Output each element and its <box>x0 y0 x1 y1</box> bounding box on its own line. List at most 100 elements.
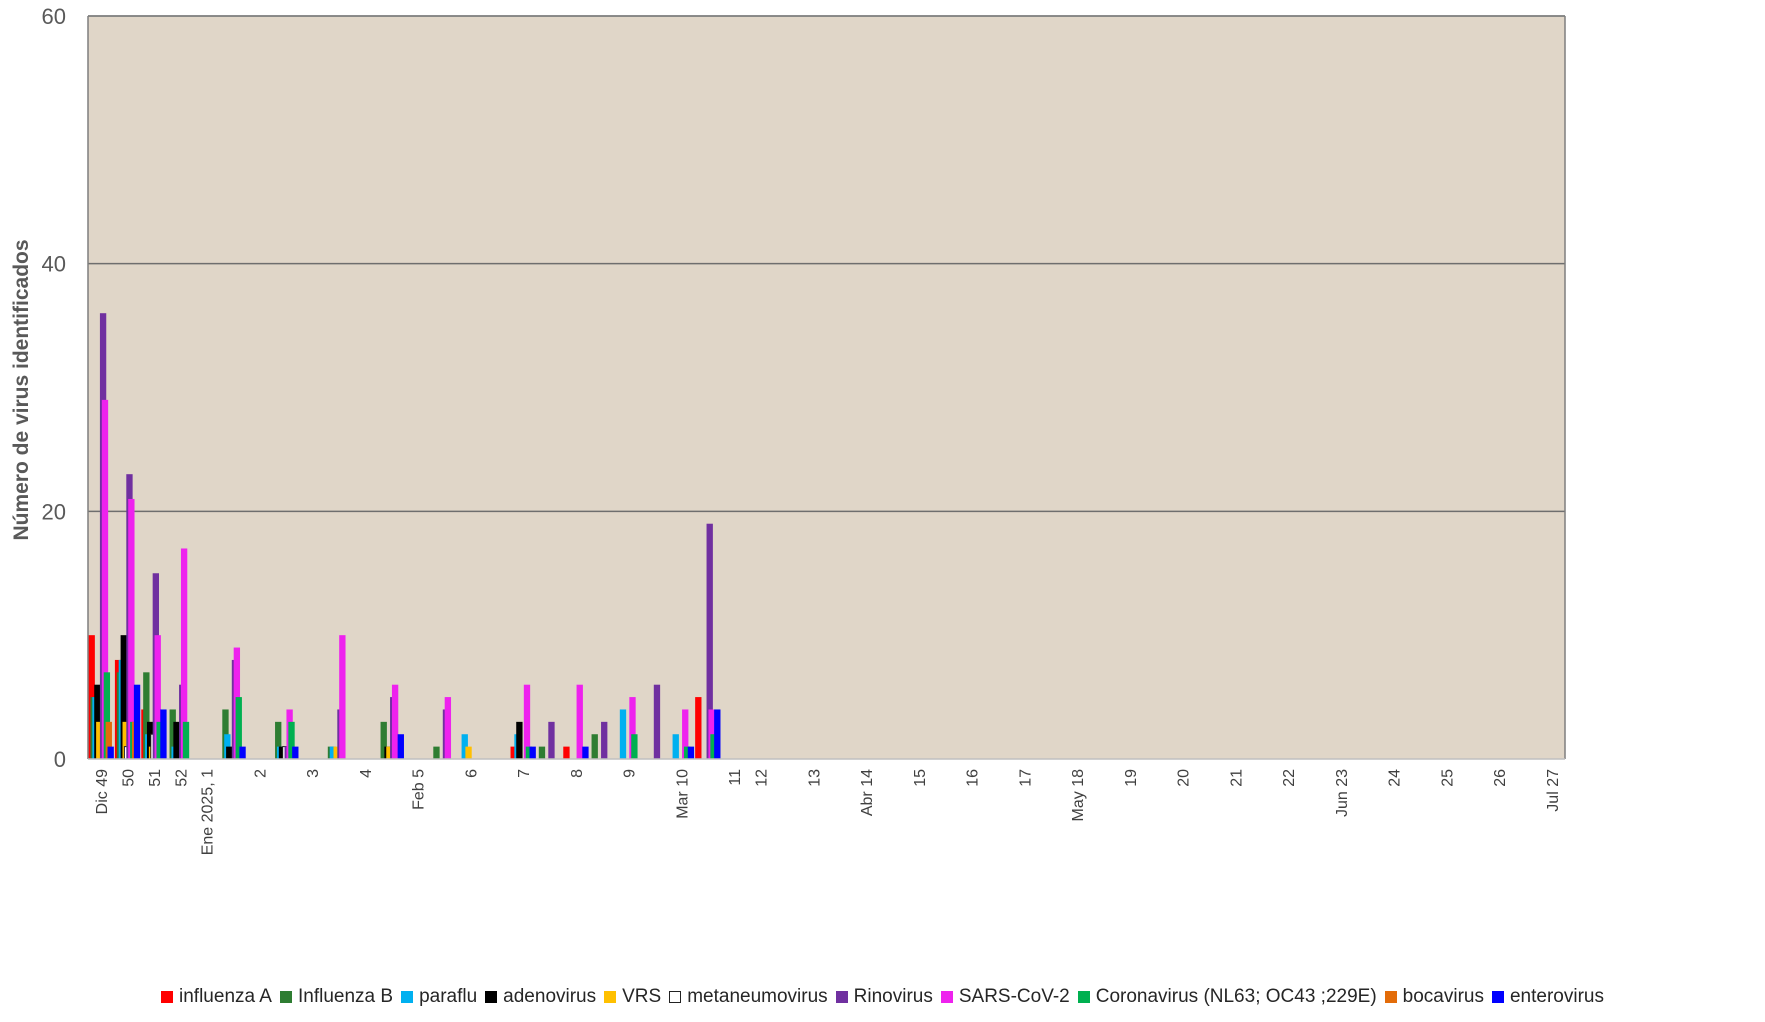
legend-label: VRS <box>622 986 662 1007</box>
legend-label: Influenza B <box>297 986 394 1007</box>
bar <box>180 548 188 759</box>
bar <box>461 734 468 759</box>
x-tick-label: 11 <box>727 769 744 786</box>
bar <box>631 734 638 759</box>
x-tick-label: Jul 27 <box>1545 769 1562 812</box>
legend-label: influenza A <box>179 986 272 1007</box>
bar <box>156 721 163 759</box>
x-tick-label: 2 <box>252 769 269 778</box>
legend-label: enterovirus <box>1509 986 1604 1007</box>
bar <box>548 721 555 759</box>
bar <box>529 746 536 759</box>
bar <box>576 684 583 759</box>
legend-label: SARS-CoV-2 <box>958 986 1070 1007</box>
bar <box>96 721 103 759</box>
legend-label: Coronavirus (NL63; OC43 ;229E) <box>1095 986 1377 1007</box>
bar <box>146 721 154 759</box>
legend-item: enterovirus <box>1491 986 1604 1008</box>
bar <box>444 697 452 759</box>
x-tick-label: 26 <box>1492 769 1509 787</box>
bar <box>128 498 135 759</box>
legend-item: Rinovirus <box>835 986 933 1008</box>
x-tick-label: 15 <box>912 769 929 787</box>
legend-item: SARS-CoV-2 <box>940 986 1070 1008</box>
x-tick-label: 8 <box>569 769 586 778</box>
y-tick-label: 40 <box>42 252 66 277</box>
x-tick-label: Abr 14 <box>859 769 876 816</box>
x-tick-label: 9 <box>622 769 639 778</box>
bar <box>397 734 404 759</box>
x-tick-label: 51 <box>147 769 164 787</box>
bar <box>173 721 180 759</box>
legend-item: metaneumovirus <box>669 986 828 1008</box>
legend-swatch <box>1384 991 1397 1003</box>
bar <box>101 399 109 759</box>
bar <box>182 721 190 759</box>
bar <box>391 684 399 759</box>
bar <box>714 709 721 759</box>
legend-swatch <box>1491 991 1504 1003</box>
x-tick-label: 19 <box>1123 769 1140 787</box>
x-tick-label: 13 <box>806 769 823 787</box>
bar <box>226 746 233 759</box>
x-tick-label: 52 <box>173 769 190 787</box>
bar <box>288 721 295 759</box>
legend-label: paraflu <box>419 986 478 1007</box>
legend-swatch <box>835 991 848 1003</box>
bar <box>695 697 702 759</box>
bar <box>563 746 570 759</box>
x-tick-label: 20 <box>1176 769 1193 787</box>
bar <box>538 746 546 759</box>
bar <box>683 746 691 759</box>
legend-swatch <box>401 991 414 1003</box>
bar <box>525 746 533 759</box>
bar <box>154 635 161 759</box>
legend-swatch <box>279 991 292 1003</box>
legend-swatch <box>485 991 498 1003</box>
bar <box>275 721 282 759</box>
x-tick-label: Feb 5 <box>411 769 428 810</box>
bar <box>235 697 242 759</box>
x-tick-label: 4 <box>358 769 375 778</box>
legend-swatch <box>940 991 953 1003</box>
legend-label: Rinovirus <box>853 986 933 1007</box>
bar <box>706 523 713 759</box>
bar <box>629 697 636 759</box>
bar <box>380 721 387 759</box>
x-tick-label: 24 <box>1387 769 1404 787</box>
legend-label: metaneumovirus <box>687 986 828 1007</box>
bar <box>687 746 695 759</box>
x-tick-label: 16 <box>965 769 982 787</box>
bar <box>601 721 608 759</box>
x-tick-label: 6 <box>463 769 480 778</box>
bar <box>682 709 689 759</box>
y-axis-label: Número de virus identificados <box>10 239 33 541</box>
y-tick-label: 20 <box>42 499 66 524</box>
legend-label: bocavirus <box>1402 986 1484 1007</box>
bar <box>672 734 679 759</box>
x-tick-label: Jun 23 <box>1334 769 1351 817</box>
legend-item: Coronavirus (NL63; OC43 ;229E) <box>1077 986 1377 1008</box>
bar <box>386 746 393 759</box>
legend-label: adenovirus <box>503 986 597 1007</box>
bar <box>333 746 340 759</box>
x-tick-label: May 18 <box>1070 769 1087 822</box>
bar <box>710 734 717 759</box>
legend-item: paraflu <box>401 986 477 1008</box>
bar <box>133 684 141 759</box>
legend-item: influenza A <box>161 986 272 1008</box>
bar <box>516 721 523 759</box>
x-tick-label: Dic 49 <box>94 769 111 814</box>
x-tick-label: 50 <box>121 769 138 787</box>
bar <box>329 746 337 759</box>
bar <box>107 746 114 759</box>
bar <box>103 672 111 759</box>
y-tick-label: 60 <box>42 4 66 29</box>
bar <box>653 684 661 759</box>
legend-item: Influenza B <box>279 986 394 1008</box>
x-tick-label: Mar 10 <box>674 769 691 819</box>
legend-swatch <box>604 991 617 1003</box>
bar <box>619 709 627 759</box>
x-tick-label: 3 <box>305 769 322 778</box>
